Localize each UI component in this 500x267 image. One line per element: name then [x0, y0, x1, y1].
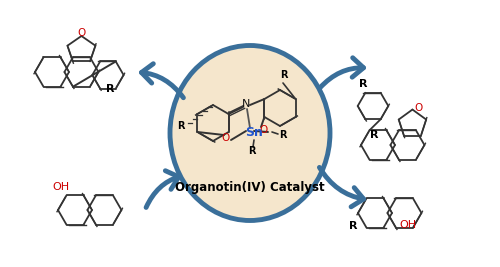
- Text: O: O: [259, 125, 267, 135]
- Text: O: O: [222, 133, 230, 143]
- Text: R: R: [279, 130, 287, 140]
- FancyArrowPatch shape: [142, 64, 184, 98]
- Text: Sn: Sn: [245, 127, 263, 139]
- FancyArrowPatch shape: [320, 58, 364, 88]
- Text: R: R: [359, 79, 368, 89]
- Text: OH: OH: [52, 182, 69, 192]
- Text: R: R: [280, 70, 288, 80]
- Text: O: O: [414, 103, 422, 113]
- Ellipse shape: [170, 45, 330, 221]
- Text: R: R: [248, 146, 256, 156]
- Text: O: O: [78, 28, 86, 38]
- Text: N: N: [242, 99, 250, 109]
- FancyArrowPatch shape: [320, 167, 364, 207]
- Text: R: R: [349, 221, 357, 231]
- Text: OH: OH: [400, 220, 416, 230]
- FancyArrowPatch shape: [146, 171, 179, 207]
- Text: R: R: [177, 121, 185, 131]
- Text: Organotin(IV) Catalyst: Organotin(IV) Catalyst: [175, 182, 325, 194]
- Text: R: R: [370, 130, 379, 140]
- Text: R: R: [106, 84, 114, 93]
